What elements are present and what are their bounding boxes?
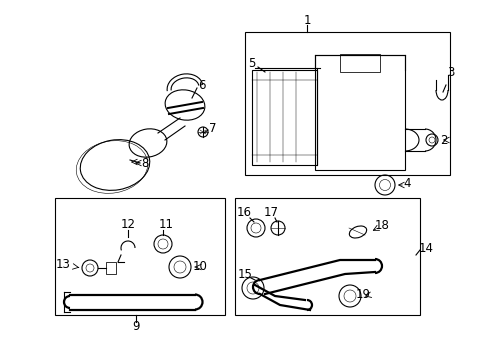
Text: 13: 13: [56, 258, 70, 271]
Text: 11: 11: [158, 217, 173, 230]
Text: 14: 14: [418, 242, 433, 255]
Text: 10: 10: [192, 261, 207, 274]
Text: 17: 17: [263, 206, 278, 219]
Text: 18: 18: [374, 219, 388, 231]
Bar: [339, 54, 379, 72]
Text: 5: 5: [248, 57, 255, 69]
Text: 16: 16: [236, 206, 251, 219]
Text: 4: 4: [403, 176, 410, 189]
Text: 7: 7: [209, 122, 216, 135]
Bar: [235, 198, 419, 315]
Text: 8: 8: [141, 157, 148, 170]
Text: 3: 3: [447, 66, 454, 78]
Text: 12: 12: [120, 217, 135, 230]
Text: 2: 2: [439, 134, 447, 147]
Text: 19: 19: [355, 288, 370, 302]
Bar: [55, 198, 224, 315]
Text: 6: 6: [198, 78, 205, 91]
Text: 9: 9: [132, 320, 140, 333]
Text: 15: 15: [237, 269, 252, 282]
Text: 1: 1: [303, 14, 310, 27]
Bar: [244, 32, 449, 175]
